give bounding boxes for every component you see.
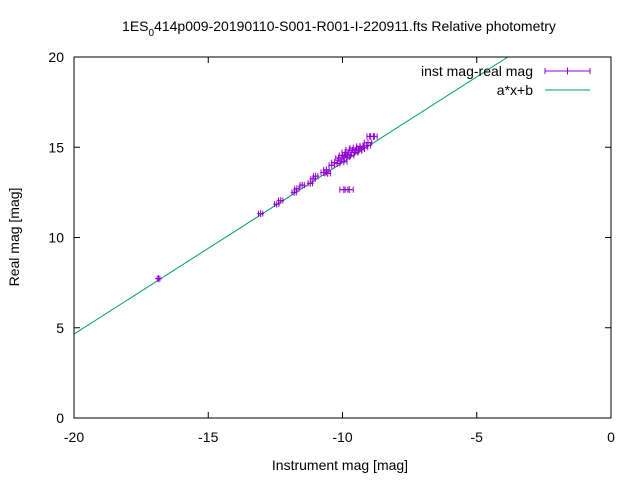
data-point (324, 169, 332, 177)
legend-label-points: inst mag-real mag (421, 63, 533, 79)
data-point (346, 151, 355, 159)
data-point (273, 200, 281, 208)
data-point (363, 139, 373, 147)
plot-border (73, 56, 612, 419)
legend-points-marker (544, 67, 591, 75)
data-point (340, 158, 348, 166)
legend-sample-points (544, 67, 591, 75)
chart-title: 1ES0414p009-20190110-S001-R001-I-220911.… (122, 18, 556, 39)
data-point (352, 146, 360, 154)
x-tick-label: -15 (198, 429, 218, 445)
x-tick-label: 0 (607, 429, 615, 445)
data-point (298, 181, 306, 189)
y-tick-label: 10 (48, 230, 64, 246)
y-tick-label: 5 (56, 320, 64, 336)
data-point (322, 166, 330, 174)
chart-title-prefix: 1ES (122, 18, 148, 34)
data-point (293, 185, 301, 193)
data-point (306, 179, 314, 187)
y-tick-label: 20 (48, 49, 64, 65)
data-point (344, 186, 354, 194)
chart-title-suffix: 414p009-20190110-S001-R001-I-220911.fts … (154, 18, 556, 34)
data-point (369, 132, 378, 140)
chart-title-subscript: 0 (149, 28, 155, 39)
data-point (312, 172, 320, 180)
y-axis-label: Real mag [mag] (6, 188, 22, 287)
data-point (155, 275, 163, 283)
x-tick-label: -5 (471, 429, 484, 445)
legend: inst mag-real mag a*x+b (421, 63, 591, 98)
fit-line-series (74, 57, 509, 335)
data-point (290, 188, 298, 196)
axis-ticks: -20 -15 -10 -5 0 0 5 10 15 20 (48, 49, 615, 445)
data-points-series (155, 132, 378, 283)
y-tick-label: 0 (56, 410, 64, 426)
data-point (333, 159, 341, 167)
y-tick-label: 15 (48, 139, 64, 155)
fit-line (74, 57, 509, 335)
data-point (277, 196, 285, 204)
legend-label-line: a*x+b (497, 82, 533, 98)
x-tick-label: -20 (64, 429, 84, 445)
x-tick-label: -10 (332, 429, 352, 445)
data-point (257, 210, 265, 218)
x-axis-label: Instrument mag [mag] (272, 457, 408, 473)
